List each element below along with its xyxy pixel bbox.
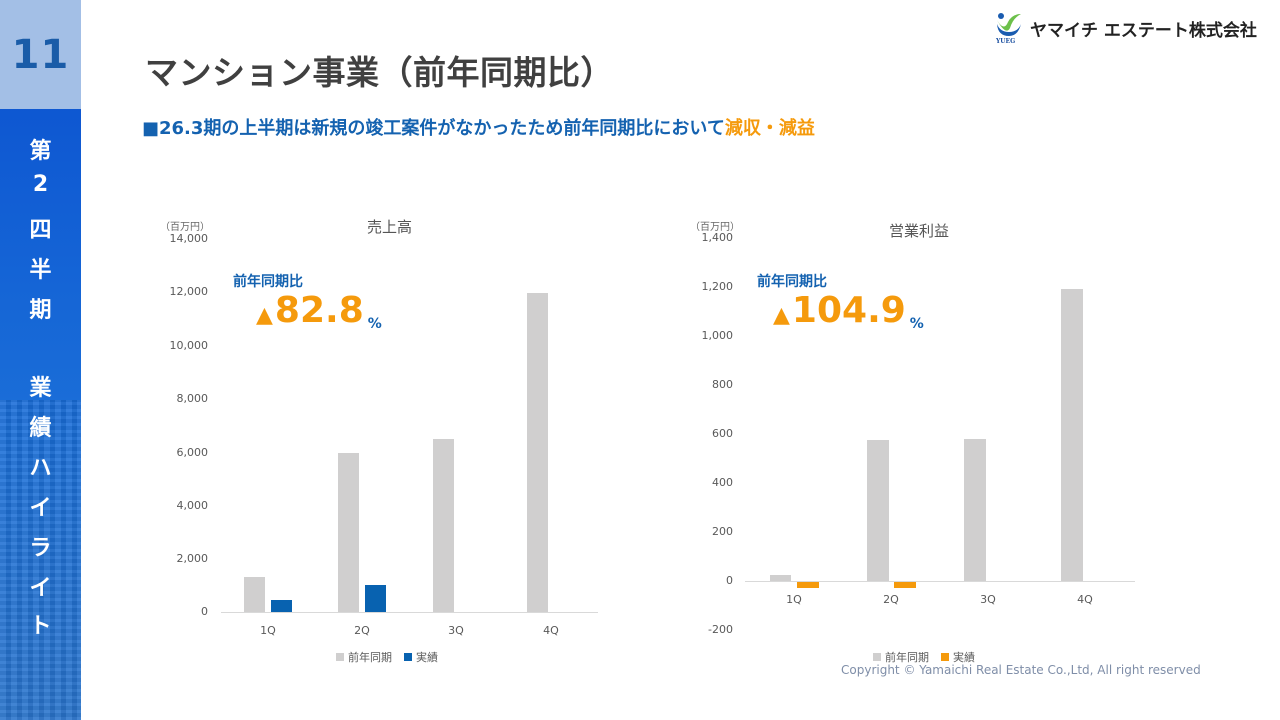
yoy-number: 82.8 [274,290,364,331]
section-label-char: 期 [29,298,52,323]
y-tick: 600 [712,427,733,440]
section-label-char: ラ [29,536,52,561]
section-label-char: 半 [29,258,52,283]
section-label-char: 業 [29,376,52,401]
section-label-char: 績 [29,416,52,441]
legend-swatch-actual [404,653,412,661]
y-tick: 14,000 [169,232,209,245]
y-tick: 12,000 [169,285,209,298]
section-label-char: ト [29,614,52,639]
page-subtitle: ■26.3期の上半期は新規の竣工案件がなかったため前年同期比において減収・減益 [142,114,815,140]
company-logo: YUEG ヤマイチ エステート株式会社 [994,10,1257,46]
yoy-percent: % [909,316,924,332]
x-axis [221,612,598,613]
section-label-char: 四 [29,218,52,243]
subtitle-main: ■26.3期の上半期は新規の竣工案件がなかったため前年同期比において [142,118,725,139]
y-tick: 2,000 [176,552,209,565]
bar-prior-2q [867,440,889,581]
yoy-label: 前年同期比 [757,274,827,290]
y-tick: 6,000 [176,446,209,459]
y-tick: 1,000 [701,329,734,342]
x-category: 3Q [448,624,464,637]
sidebar: 11 第 2 四 半 期 業 績 ハ イ ラ イ ト [0,0,81,720]
x-category: 2Q [354,624,370,637]
bar-prior-2q [338,453,359,612]
bar-prior-1q [244,577,265,612]
company-name: ヤマイチ エステート株式会社 [1030,20,1257,41]
legend-swatch-prior [336,653,344,661]
y-tick: 4,000 [176,499,209,512]
section-label-char: 2 [32,172,49,197]
unit-label: （百万円） [160,222,210,233]
bar-actual-1q [797,581,819,588]
x-category: 1Q [786,593,802,606]
legend-label: 前年同期 [348,651,392,664]
logo-abbrev: YUEG [996,38,1016,45]
x-category: 4Q [1077,593,1093,606]
legend-label: 実績 [953,651,975,664]
y-tick: 1,400 [701,231,734,244]
bar-prior-4q [527,293,548,612]
legend-swatch-prior [873,653,881,661]
yoy-value: ▲ 82.8 % [256,290,382,332]
page-title: マンション事業（前年同期比） [145,53,614,92]
legend-label: 実績 [416,651,438,664]
legend-swatch-actual [941,653,949,661]
y-tick: 800 [712,378,733,391]
legend-label: 前年同期 [885,651,929,664]
bar-prior-3q [433,439,454,612]
bar-actual-2q [894,581,916,588]
cityscape-background [0,400,81,720]
section-label-char: ハ [29,456,52,481]
x-category: 4Q [543,624,559,637]
y-tick: 8,000 [176,392,209,405]
section-label-char: イ [29,496,52,521]
x-category: 3Q [980,593,996,606]
copyright-notice: Copyright © Yamaichi Real Estate Co.,Ltd… [841,663,1201,677]
subtitle-highlight: 減収・減益 [724,118,815,139]
yoy-percent: % [367,316,382,332]
chart-title: 営業利益 [889,222,950,240]
y-tick: 1,200 [701,280,734,293]
y-tick: 400 [712,476,733,489]
logo-mark-icon: YUEG [994,10,1024,46]
unit-label: （百万円） [690,222,740,233]
page-number-box: 11 [0,0,81,109]
page-number: 11 [11,31,70,78]
bar-actual-1q [271,600,292,612]
decrease-triangle-icon: ▲ [773,303,790,328]
y-tick: 0 [726,574,733,587]
x-axis [745,581,1135,582]
y-tick: 10,000 [169,339,209,352]
yoy-value: ▲ 104.9 % [773,290,924,332]
x-category: 2Q [883,593,899,606]
decrease-triangle-icon: ▲ [256,303,273,328]
y-tick: 0 [201,605,208,618]
yoy-label: 前年同期比 [233,274,303,290]
section-label-char: イ [29,576,52,601]
x-category: 1Q [260,624,276,637]
chart-legend: 前年同期 実績 [873,649,975,665]
y-tick: 200 [712,525,733,538]
chart-legend: 前年同期 実績 [336,649,438,665]
y-tick: -200 [708,623,733,636]
bar-prior-4q [1061,289,1083,581]
bar-prior-1q [770,575,791,581]
section-label-char: 第 [29,139,52,164]
chart-title: 売上高 [367,218,413,236]
bar-prior-3q [964,439,986,581]
bar-actual-2q [365,585,386,612]
yoy-number: 104.9 [791,290,906,331]
